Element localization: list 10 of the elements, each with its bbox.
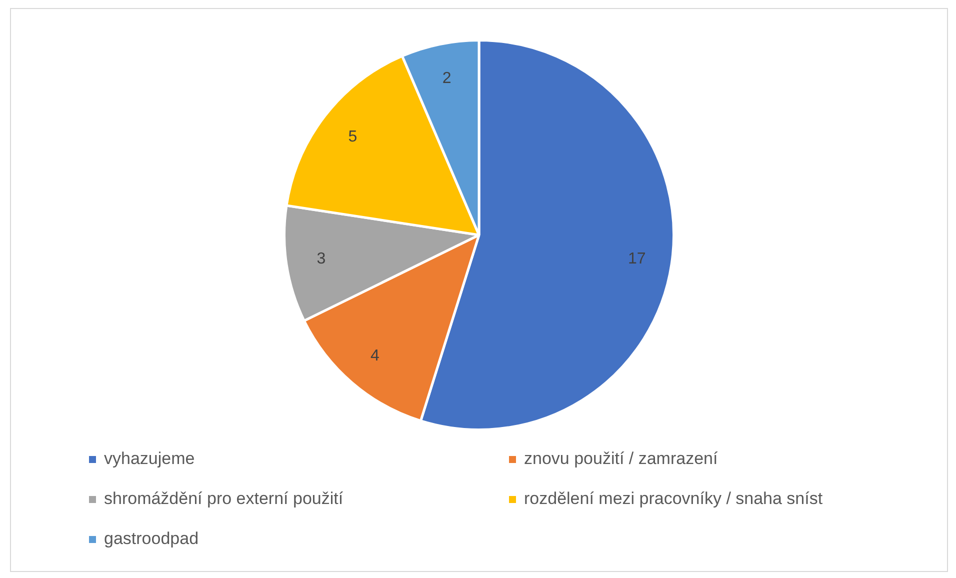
data-label: 2 [442, 70, 452, 87]
data-label: 4 [370, 348, 380, 365]
legend-label: znovu použití / zamrazení [524, 449, 718, 469]
data-label: 3 [316, 250, 326, 268]
data-label: 5 [348, 128, 358, 146]
data-label: 17 [628, 250, 646, 268]
legend-label: gastroodpad [104, 529, 199, 549]
legend-label: rozdělení mezi pracovníky / snaha sníst [524, 489, 823, 509]
legend-label: vyhazujeme [104, 449, 195, 469]
legend-label: shromáždění pro externí použití [104, 489, 344, 509]
